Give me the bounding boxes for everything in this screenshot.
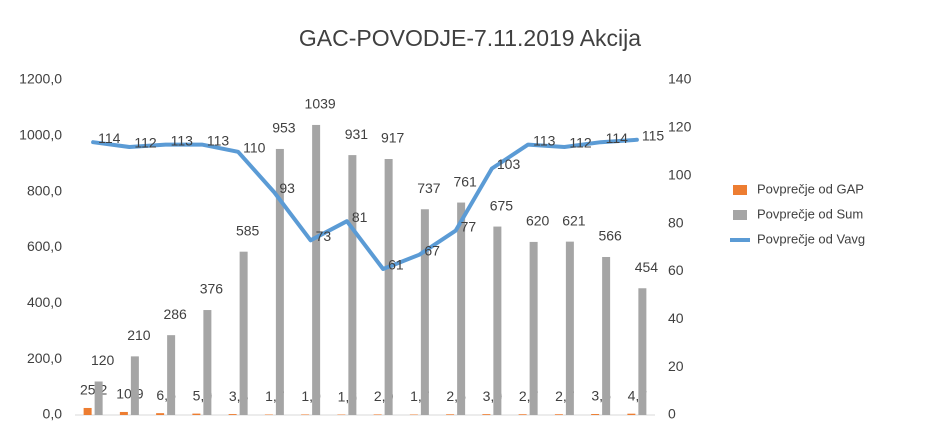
data-label: 621 xyxy=(562,212,586,228)
data-label: 10,9 xyxy=(116,386,143,402)
bar xyxy=(482,414,491,415)
bar xyxy=(192,413,201,415)
bar xyxy=(156,413,165,415)
bar xyxy=(373,414,382,415)
data-label: 73 xyxy=(316,228,332,244)
y-tick-label: 400,0 xyxy=(27,294,62,310)
data-label: 761 xyxy=(453,173,477,189)
y-tick-label: 1200,0 xyxy=(19,71,62,87)
line-series xyxy=(91,137,639,271)
bar xyxy=(420,209,429,415)
bar xyxy=(203,310,212,415)
bar xyxy=(565,241,574,415)
bar xyxy=(457,202,466,415)
bar xyxy=(627,413,636,415)
legend-label: Povprečje od Sum xyxy=(757,206,863,221)
y-tick-label: 800,0 xyxy=(27,182,62,198)
y2-tick-label: 60 xyxy=(668,262,684,278)
data-label: 566 xyxy=(598,228,622,244)
data-label: 953 xyxy=(272,120,296,136)
data-label: 112 xyxy=(569,135,592,151)
bar xyxy=(119,411,128,415)
bar xyxy=(529,241,538,415)
data-label: 113 xyxy=(207,132,230,148)
data-label: 286 xyxy=(163,306,187,322)
data-label: 737 xyxy=(417,180,441,196)
data-label: 77 xyxy=(461,218,477,234)
data-label: 454 xyxy=(635,259,659,275)
bar xyxy=(518,414,527,415)
bar xyxy=(301,414,310,415)
legend-swatch xyxy=(733,210,747,220)
bar xyxy=(348,155,357,416)
bar xyxy=(83,407,92,415)
data-label: 210 xyxy=(127,327,151,343)
y-tick-label: 600,0 xyxy=(27,238,62,254)
legend-swatch xyxy=(733,185,747,195)
data-label: 113 xyxy=(533,132,556,148)
bar xyxy=(275,148,284,415)
data-label: 585 xyxy=(236,222,260,238)
data-label: 376 xyxy=(200,281,224,297)
y2-tick-label: 80 xyxy=(668,214,684,230)
data-label: 114 xyxy=(606,130,629,146)
data-label: 620 xyxy=(526,213,550,229)
y2-tick-label: 120 xyxy=(668,119,692,135)
legend-label: Povprečje od GAP xyxy=(757,181,864,196)
bar xyxy=(591,414,600,415)
data-label: 113 xyxy=(171,132,194,148)
y2-tick-label: 20 xyxy=(668,358,684,374)
bar xyxy=(239,251,248,415)
data-label: 81 xyxy=(352,209,368,225)
data-label: 61 xyxy=(388,257,404,273)
data-label: 103 xyxy=(497,156,521,172)
bar xyxy=(312,124,321,415)
bar xyxy=(130,356,139,415)
bar xyxy=(602,256,611,415)
y-tick-label: 0,0 xyxy=(43,406,63,422)
bar xyxy=(228,414,237,415)
data-label: 112 xyxy=(134,135,157,151)
legend-label: Povprečje od Vavg xyxy=(757,231,865,246)
data-label: 675 xyxy=(490,197,514,213)
data-label: 67 xyxy=(424,242,440,258)
bar xyxy=(94,381,103,415)
data-label: 25,2 xyxy=(80,382,107,398)
y2-tick-label: 140 xyxy=(668,71,692,87)
data-label: 1039 xyxy=(305,96,336,112)
bar xyxy=(554,414,563,415)
y2-tick-label: 100 xyxy=(668,166,692,182)
data-label: 110 xyxy=(243,139,266,155)
y2-tick-label: 40 xyxy=(668,310,684,326)
y-tick-label: 1000,0 xyxy=(19,127,62,143)
bar xyxy=(493,226,502,415)
data-label: 114 xyxy=(98,130,121,146)
chart-title: GAC-POVODJE-7.11.2019 Akcija xyxy=(299,25,641,51)
data-label: 917 xyxy=(381,130,405,146)
data-label: 93 xyxy=(279,180,295,196)
data-label: 120 xyxy=(91,352,115,368)
y-tick-label: 200,0 xyxy=(27,350,62,366)
data-label: 931 xyxy=(345,126,369,142)
bar xyxy=(446,414,455,415)
bar xyxy=(167,335,176,415)
bar xyxy=(384,159,393,415)
bar xyxy=(638,288,647,415)
data-label: 115 xyxy=(642,128,665,144)
y2-tick-label: 0 xyxy=(668,406,676,422)
